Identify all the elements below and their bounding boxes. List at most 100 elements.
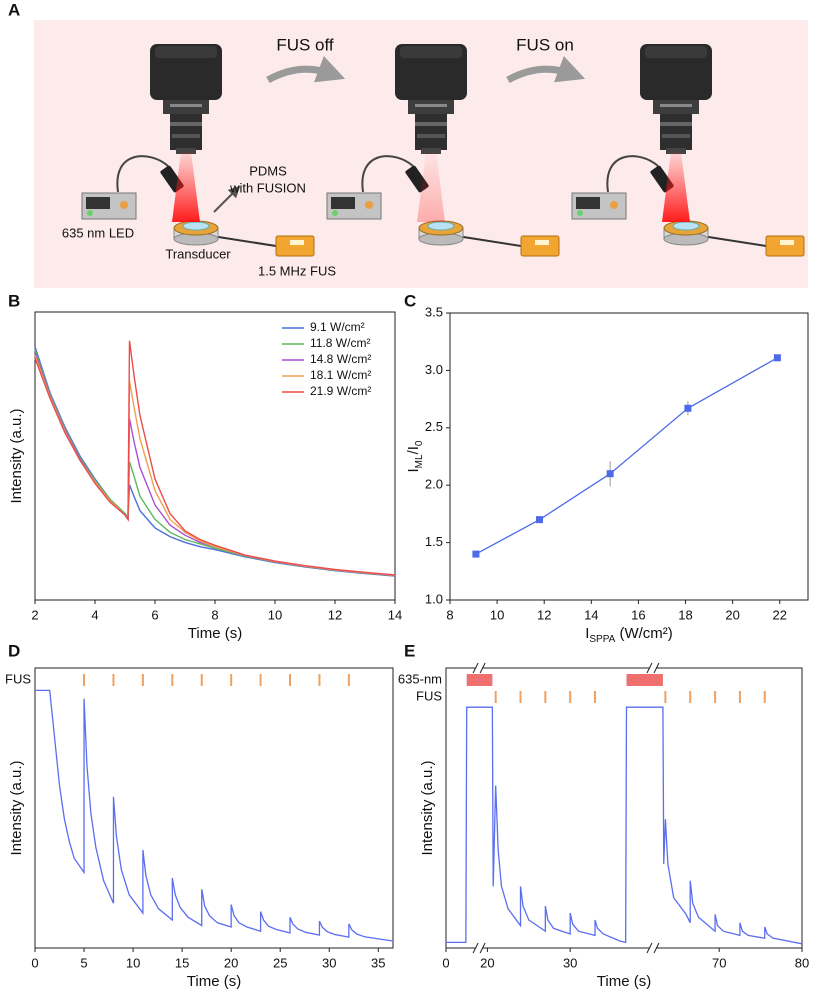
- x-tick-label: 14: [584, 607, 598, 622]
- label-part: Time (s): [188, 625, 242, 642]
- x-tick-label: 20: [224, 955, 238, 970]
- x-tick-label: 18: [678, 607, 692, 622]
- light-label: 635-nm: [398, 671, 442, 686]
- axis-break-gap: [649, 946, 656, 950]
- x-tick-label: 70: [712, 955, 726, 970]
- legend-label: 18.1 W/cm²: [310, 368, 371, 382]
- plot-frame: [445, 667, 803, 949]
- light-beam: [172, 152, 200, 222]
- data-line: [446, 706, 803, 945]
- x-tick-label: 2: [31, 607, 38, 622]
- y-axis-label: Intensity (a.u.): [8, 408, 25, 503]
- label-part: SPPA: [589, 634, 615, 645]
- axis-break-gap: [476, 946, 483, 950]
- legend-label: 14.8 W/cm²: [310, 352, 371, 366]
- data-point: [684, 404, 692, 412]
- step-label: FUS off: [276, 35, 334, 54]
- x-axis-label: Time (s): [187, 973, 241, 990]
- label-part: Intensity (a.u.): [8, 760, 25, 855]
- x-tick-label: 10: [268, 607, 282, 622]
- light-beam: [417, 152, 445, 222]
- x-tick-label: 10: [490, 607, 504, 622]
- x-tick-label: 80: [795, 955, 809, 970]
- y-tick-label: 2.0: [425, 477, 443, 492]
- x-tick-label: 12: [328, 607, 342, 622]
- y-axis-label: Intensity (a.u.): [419, 760, 436, 855]
- y-axis-label: Intensity (a.u.): [8, 760, 25, 855]
- x-tick-label: 4: [91, 607, 98, 622]
- panel-letter: A: [8, 0, 20, 19]
- x-tick-label: 5: [80, 955, 87, 970]
- label-part: Time (s): [597, 973, 651, 990]
- y-tick-label: 3.0: [425, 362, 443, 377]
- x-axis-label: ISPPA (W/cm²): [585, 625, 673, 645]
- x-tick-label: 22: [773, 607, 787, 622]
- x-tick-label: 16: [631, 607, 645, 622]
- x-tick-label: 0: [31, 955, 38, 970]
- axis-break: [653, 942, 660, 954]
- x-tick-label: 0: [442, 955, 449, 970]
- label-part: Intensity (a.u.): [419, 760, 436, 855]
- x-tick-label: 30: [563, 955, 577, 970]
- data-line: [35, 689, 394, 942]
- panel-letter: B: [8, 291, 20, 310]
- y-tick-label: 2.5: [425, 419, 443, 434]
- label-part: Time (s): [187, 973, 241, 990]
- transducer-label: Transducer: [165, 246, 231, 261]
- axis-break: [646, 942, 653, 954]
- y-axis-label: IML/I0: [405, 440, 425, 472]
- y-tick-label: 1.5: [425, 534, 443, 549]
- panel-letter: C: [404, 291, 416, 310]
- axis-break: [646, 662, 653, 674]
- light-beam: [662, 152, 690, 222]
- x-tick-label: 15: [175, 955, 189, 970]
- label-part: Intensity (a.u.): [8, 408, 25, 503]
- axis-break: [472, 662, 479, 674]
- x-tick-label: 30: [322, 955, 336, 970]
- data-point: [773, 354, 781, 362]
- axis-break-gap: [476, 666, 483, 670]
- pulse-label: FUS: [5, 671, 31, 686]
- x-tick-label: 12: [537, 607, 551, 622]
- pointer-arrow: [213, 185, 241, 213]
- data-point: [536, 516, 543, 524]
- light-bar: [466, 674, 493, 686]
- x-tick-label: 20: [725, 607, 739, 622]
- label-part: /I: [405, 446, 422, 454]
- panel-letter: D: [8, 641, 20, 660]
- x-tick-label: 6: [151, 607, 158, 622]
- label-part: (W/cm²): [615, 625, 672, 642]
- label-part: I: [405, 468, 422, 472]
- data-point: [472, 550, 480, 558]
- y-tick-label: 3.5: [425, 304, 443, 319]
- legend-label: 9.1 W/cm²: [310, 320, 365, 334]
- light-bar: [626, 674, 663, 686]
- legend-label: 21.9 W/cm²: [310, 384, 371, 398]
- x-tick-label: 25: [273, 955, 287, 970]
- step-arrow: [266, 55, 346, 84]
- x-tick-label: 20: [480, 955, 494, 970]
- led-label: 635 nm LED: [62, 225, 134, 240]
- legend-label: 11.8 W/cm²: [310, 336, 370, 350]
- step-label: FUS on: [516, 35, 574, 54]
- panel-letter: E: [404, 641, 415, 660]
- pulse-label: FUS: [416, 688, 442, 703]
- x-tick-label: 8: [211, 607, 218, 622]
- data-line: [34, 340, 396, 576]
- data-line: [475, 357, 778, 555]
- sample-label: PDMS: [249, 163, 287, 178]
- x-axis-label: Time (s): [188, 625, 242, 642]
- sample-label: with FUSION: [229, 180, 306, 195]
- axis-break: [472, 942, 479, 954]
- x-tick-label: 8: [446, 607, 453, 622]
- x-axis-label: Time (s): [597, 973, 651, 990]
- x-tick-label: 14: [388, 607, 402, 622]
- x-tick-label: 10: [126, 955, 140, 970]
- data-point: [606, 470, 614, 478]
- axis-break-gap: [649, 666, 656, 670]
- fus-label: 1.5 MHz FUS: [258, 263, 336, 278]
- label-part: ML: [414, 454, 425, 468]
- axis-break: [479, 942, 486, 954]
- axis-break: [479, 662, 486, 674]
